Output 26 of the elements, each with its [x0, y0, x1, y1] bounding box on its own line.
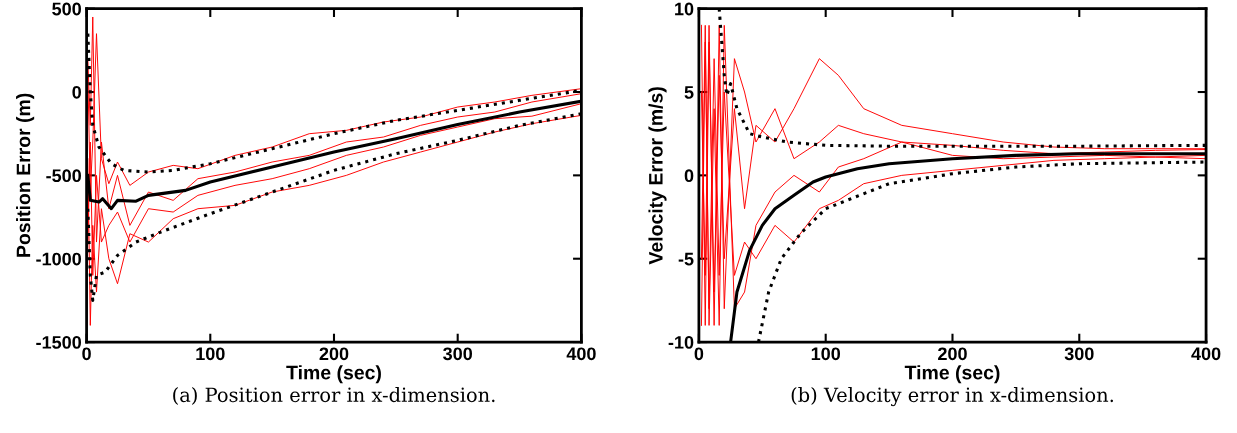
y-tick-label: 10 — [675, 2, 694, 16]
x-tick-label: 100 — [196, 347, 225, 361]
text: (a) Position error in x-dimension. — [173, 387, 495, 405]
y-tick-label: -1500 — [36, 336, 81, 349]
y-axis-title: Position Error (m) — [16, 93, 35, 257]
x-tick-label: 0 — [82, 347, 91, 361]
y-tick-label: 5 — [684, 86, 694, 99]
y-tick-label: -500 — [46, 169, 81, 183]
x-tick-label: 300 — [1064, 347, 1094, 361]
x-axis-title: Time (sec) — [904, 365, 1000, 384]
y-tick-label: -10 — [668, 336, 694, 349]
y-tick-label: -1000 — [36, 252, 81, 266]
y-axis-title: Velocity Error (m/s) — [648, 87, 667, 265]
x-tick-label: 100 — [811, 347, 841, 361]
x-tick-label: 200 — [319, 347, 349, 361]
y-tick-label: 0 — [72, 85, 81, 99]
y-tick-label: 0 — [684, 169, 694, 183]
y-tick-label: -5 — [678, 252, 694, 266]
x-tick-label: 300 — [443, 347, 473, 361]
y-tick-label: 500 — [52, 2, 81, 16]
text: (b) Velocity error in x-dimension. — [791, 387, 1114, 407]
x-tick-label: 400 — [566, 347, 596, 361]
x-tick-label: 0 — [694, 347, 704, 361]
x-axis-title: Time (sec) — [286, 365, 381, 384]
x-tick-label: 200 — [938, 347, 967, 361]
x-tick-label: 400 — [1191, 347, 1221, 361]
